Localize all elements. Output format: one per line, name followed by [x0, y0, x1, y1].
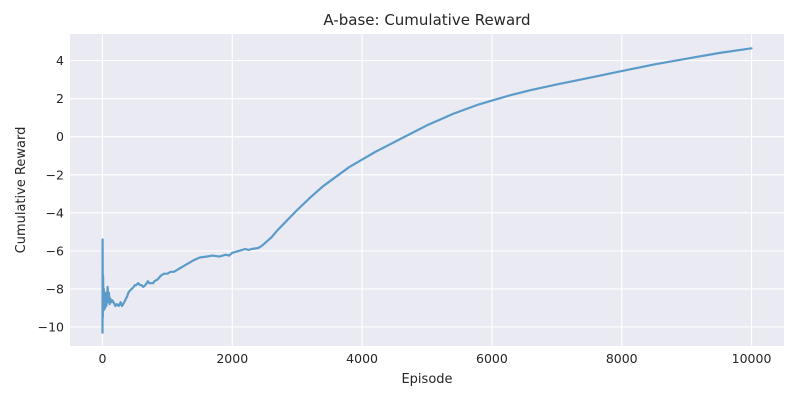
y-tick-label: −2	[46, 167, 64, 182]
x-tick-label: 0	[98, 351, 106, 366]
x-tick-label: 6000	[476, 351, 508, 366]
tick-labels: 0 2000 4000 6000 8000 10000 −10 −8 −6 −4 −2 0 2 4	[38, 53, 772, 366]
plot-area	[70, 34, 784, 346]
y-tick-label: 2	[56, 91, 64, 106]
chart-title: A-base: Cumulative Reward	[323, 11, 530, 29]
y-tick-label: −10	[38, 319, 64, 334]
x-tick-label: 4000	[346, 351, 378, 366]
x-tick-label: 10000	[732, 351, 772, 366]
y-tick-label: 0	[56, 129, 64, 144]
x-axis-label: Episode	[401, 372, 452, 387]
y-axis-label: Cumulative Reward	[14, 127, 29, 254]
grid	[70, 34, 784, 346]
x-tick-label: 2000	[216, 351, 248, 366]
series-layer	[101, 47, 753, 334]
series-line-0	[101, 47, 753, 334]
y-tick-label: −6	[46, 243, 64, 258]
y-tick-label: −4	[46, 205, 64, 220]
x-tick-label: 8000	[606, 351, 638, 366]
y-tick-label: −8	[46, 281, 64, 296]
y-tick-label: 4	[56, 53, 64, 68]
